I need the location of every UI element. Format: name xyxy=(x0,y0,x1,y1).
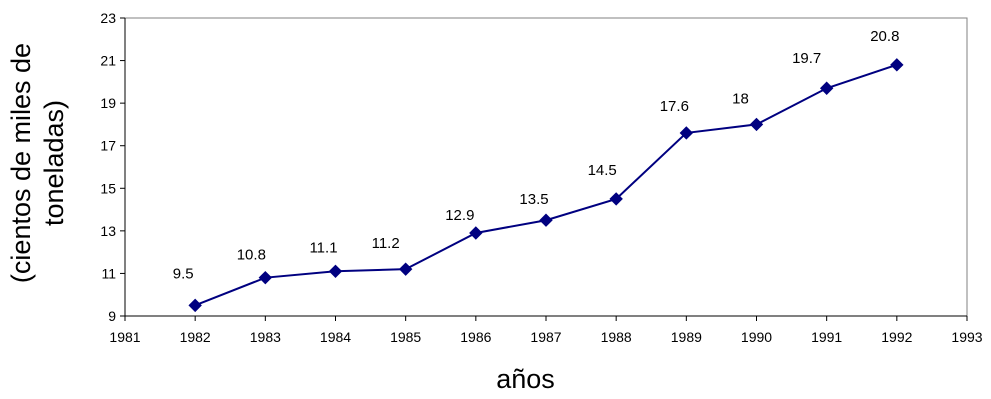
x-tick-label: 1989 xyxy=(671,329,702,345)
x-tick-label: 1982 xyxy=(180,329,211,345)
data-point-marker xyxy=(188,298,202,313)
data-point-marker xyxy=(539,213,553,227)
x-axis-title: años xyxy=(496,364,555,394)
series-line xyxy=(194,63,898,307)
series-line-group xyxy=(194,63,898,307)
x-tick-label: 1985 xyxy=(390,329,421,345)
data-point-marker xyxy=(609,192,623,206)
y-tick-label: 21 xyxy=(100,53,116,69)
data-point-marker xyxy=(258,270,273,285)
y-tick-label: 17 xyxy=(100,138,116,154)
x-tick-label: 1992 xyxy=(881,329,912,345)
data-point-marker xyxy=(469,226,483,240)
data-label: 11.2 xyxy=(372,235,400,252)
data-label: 14.5 xyxy=(588,162,617,179)
chart-axes xyxy=(120,17,968,321)
x-tick-label: 1986 xyxy=(460,329,491,345)
data-label: 13.5 xyxy=(519,191,548,208)
x-tick-label: 1991 xyxy=(811,329,842,345)
data-label: 10.8 xyxy=(237,247,266,264)
data-point-marker xyxy=(890,58,904,72)
data-labels: 9.5 10.8 11.1 11.2 12.9 13.5 14.5 17.6 18 19.7 20.… xyxy=(173,28,900,283)
data-label: 17.6 xyxy=(660,98,689,115)
data-point-marker xyxy=(398,262,413,276)
x-tick-label: 1984 xyxy=(320,329,351,345)
data-label: 11.1 xyxy=(309,239,337,256)
x-tick-label: 1990 xyxy=(741,329,772,345)
data-label: 18 xyxy=(732,90,749,107)
y-tick-label: 23 xyxy=(100,10,116,26)
series-markers xyxy=(188,58,904,313)
plot-frame xyxy=(124,17,968,317)
x-tick-label: 1988 xyxy=(601,329,632,345)
data-point-marker xyxy=(679,126,694,140)
data-label: 19.7 xyxy=(792,50,821,67)
data-label: 12.9 xyxy=(445,207,474,224)
data-point-marker xyxy=(328,264,343,279)
y-tick-label: 19 xyxy=(100,95,116,111)
data-label: 9.5 xyxy=(173,265,194,282)
y-tick-label: 13 xyxy=(100,223,116,239)
x-tick-label: 1987 xyxy=(530,329,561,345)
x-tick-label: 1981 xyxy=(109,329,140,345)
y-tick-label: 11 xyxy=(101,265,116,281)
data-point-marker xyxy=(749,117,764,132)
y-axis-title-line-2: toneladas) xyxy=(39,99,69,227)
y-axis-title-line-1: (cientos de miles de xyxy=(6,42,36,284)
y-tick-label: 15 xyxy=(100,180,116,196)
x-tick-label: 1993 xyxy=(951,329,982,345)
x-tick-label: 1983 xyxy=(250,329,281,345)
data-label: 20.8 xyxy=(870,28,899,45)
y-tick-label: 9 xyxy=(108,308,116,324)
y-tick-labels: 9 11 13 15 17 19 21 23 xyxy=(100,10,116,324)
x-tick-labels: 1981 1982 1983 1984 1985 1986 1987 1988 1989 1990… xyxy=(109,329,982,345)
data-point-marker xyxy=(819,81,834,95)
